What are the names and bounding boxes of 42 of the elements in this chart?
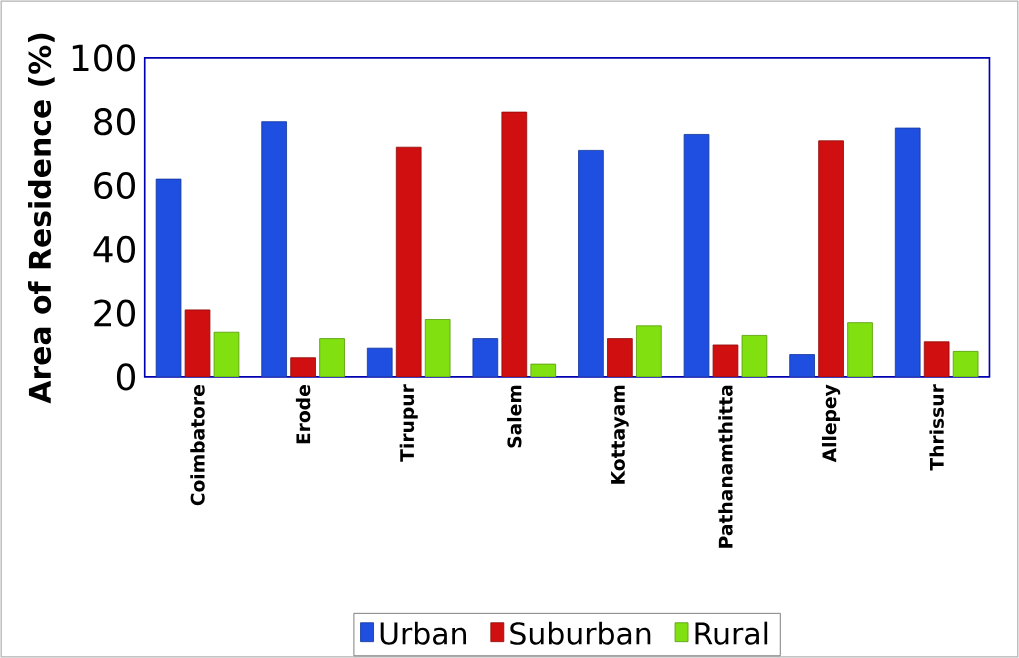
bar xyxy=(424,319,451,377)
bar xyxy=(636,325,662,377)
bar xyxy=(155,178,182,377)
x-tick-label: Erode xyxy=(295,385,311,444)
x-tick-label: Salem xyxy=(507,385,522,448)
bar xyxy=(952,350,979,377)
legend-label: Suburban xyxy=(510,621,651,645)
y-tick-label: 40 xyxy=(93,235,136,263)
bar xyxy=(184,309,211,377)
bar xyxy=(261,121,287,377)
x-tick-label: Thrissur xyxy=(929,384,944,471)
bar xyxy=(501,111,528,377)
bar xyxy=(847,322,873,377)
bar xyxy=(818,140,844,377)
bar xyxy=(290,357,316,377)
bar xyxy=(530,363,557,377)
y-tick-label: 0 xyxy=(116,363,136,391)
bar xyxy=(607,338,633,377)
y-tick-label: 20 xyxy=(94,299,136,327)
legend-label: Rural xyxy=(695,621,768,645)
x-tick-label: Coimbatore xyxy=(190,385,205,506)
x-tick-label: Kottayam xyxy=(611,385,629,484)
bar xyxy=(789,354,815,377)
bar xyxy=(395,146,422,377)
bar xyxy=(213,331,240,377)
y-axis-title: Area of Residence (%) xyxy=(28,33,55,404)
x-tick-label: Pathanamthitta xyxy=(718,385,733,548)
bar xyxy=(366,347,393,377)
y-tick-label: 60 xyxy=(94,171,136,200)
bar xyxy=(712,344,739,377)
bar xyxy=(578,149,604,377)
legend-label: Urban xyxy=(380,621,466,645)
y-tick-label: 100 xyxy=(72,44,135,72)
bar xyxy=(319,338,345,377)
bar xyxy=(894,127,921,377)
x-tick-label: Tirupur xyxy=(399,384,418,462)
x-tick-label: Allepey xyxy=(821,384,841,463)
y-tick-label: 80 xyxy=(94,108,136,136)
bar xyxy=(472,338,499,377)
bar xyxy=(683,133,710,377)
bar xyxy=(923,341,950,377)
bar xyxy=(741,334,768,377)
